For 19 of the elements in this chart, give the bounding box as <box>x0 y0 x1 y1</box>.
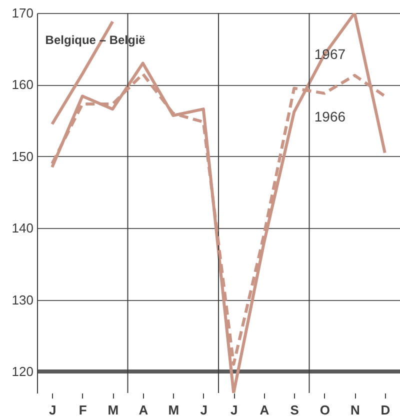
x-tick-label: S <box>290 402 300 418</box>
x-tick-label: M <box>108 402 119 418</box>
y-tick-label: 150 <box>12 148 34 164</box>
x-tick-label: J <box>200 402 208 418</box>
y-tick-label: 170 <box>12 6 34 20</box>
y-tick-label: 140 <box>12 220 34 236</box>
series-label: 1966 <box>314 108 346 124</box>
x-tick-label: D <box>380 402 390 418</box>
x-tick-label: A <box>260 402 270 418</box>
y-tick-label: 120 <box>12 364 34 379</box>
x-tick-label: J <box>49 402 56 418</box>
x-tick-label: F <box>78 402 87 418</box>
x-tick-label: J <box>230 402 238 418</box>
x-tick-label: A <box>138 402 149 418</box>
x-tick-label: O <box>320 402 330 418</box>
x-tick-label: N <box>350 402 360 418</box>
y-tick-label: 130 <box>12 292 34 308</box>
y-tick-label: 160 <box>12 77 34 92</box>
x-tick-label: M <box>168 402 180 418</box>
